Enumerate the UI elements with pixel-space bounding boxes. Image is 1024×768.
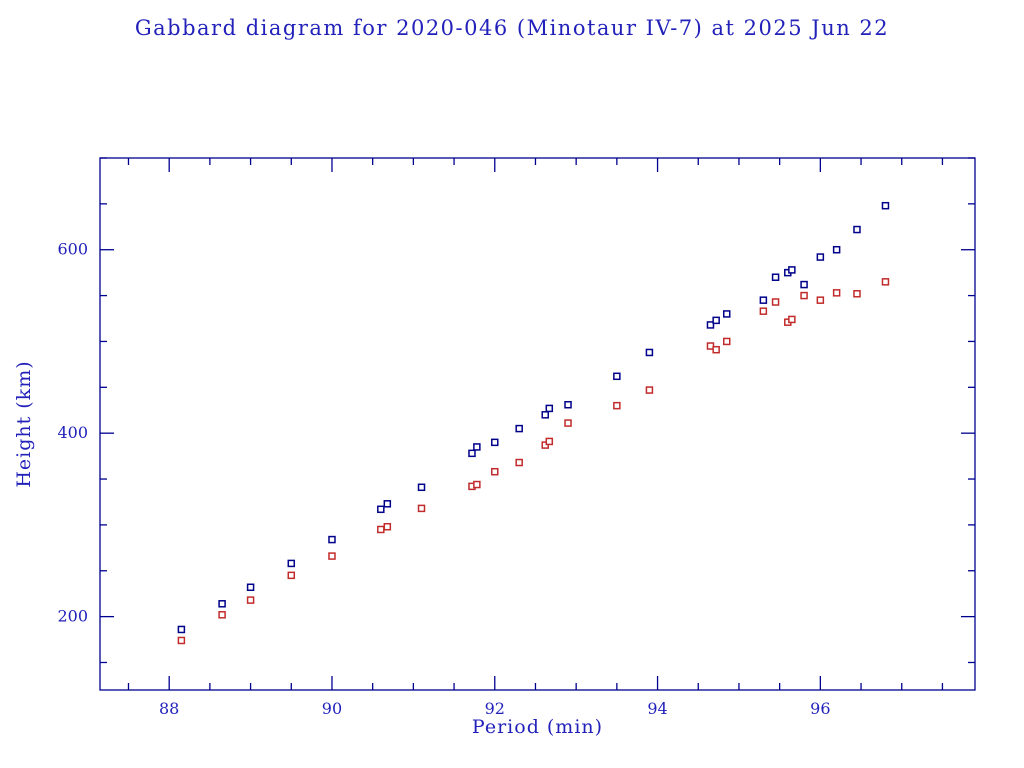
perigee-point xyxy=(788,315,796,324)
apogee-point xyxy=(613,372,621,381)
x-tick-label: 94 xyxy=(647,699,667,718)
perigee-point xyxy=(473,480,481,489)
apogee-point xyxy=(832,245,841,254)
x-tick-label: 92 xyxy=(485,699,505,718)
perigee-point xyxy=(515,458,523,467)
perigee-point xyxy=(491,467,499,476)
x-tick-label: 88 xyxy=(159,699,179,718)
apogee-point xyxy=(645,348,654,357)
x-axis-label: Period (min) xyxy=(471,716,604,738)
perigee-point xyxy=(800,291,808,300)
perigee-point xyxy=(246,596,255,604)
apogee-point xyxy=(287,559,296,568)
apogee-point xyxy=(491,438,499,447)
apogee-point xyxy=(712,316,720,325)
apogee-point xyxy=(218,600,226,608)
apogee-point xyxy=(246,583,255,592)
apogee-point xyxy=(177,625,186,634)
apogee-point xyxy=(468,449,476,458)
y-tick-label: 600 xyxy=(57,240,88,259)
x-tick-label: 90 xyxy=(322,699,342,718)
perigee-point xyxy=(218,611,226,619)
perigee-point xyxy=(613,401,621,410)
y-tick-label: 200 xyxy=(57,607,88,626)
chart-title: Gabbard diagram for 2020-046 (Minotaur I… xyxy=(134,16,890,40)
perigee-point xyxy=(177,636,186,645)
apogee-point xyxy=(853,225,861,234)
apogee-point xyxy=(377,505,385,514)
perigee-point xyxy=(881,278,890,286)
perigee-point xyxy=(564,419,572,427)
perigee-point xyxy=(853,290,861,298)
apogee-point xyxy=(328,535,336,544)
perigee-point xyxy=(287,571,296,580)
apogee-point xyxy=(515,424,523,433)
apogee-point xyxy=(771,273,780,281)
perigee-point xyxy=(759,307,768,315)
y-tick-label: 400 xyxy=(57,423,88,442)
perigee-point xyxy=(417,504,426,513)
apogee-point xyxy=(564,400,572,409)
apogee-point xyxy=(800,280,808,289)
plot-frame xyxy=(99,157,976,691)
perigee-point xyxy=(816,296,825,304)
y-axis-label-text: Height (km) xyxy=(13,360,35,488)
perigee-point xyxy=(722,337,731,346)
perigee-point xyxy=(545,437,554,446)
perigee-point xyxy=(771,298,780,306)
perigee-point xyxy=(383,522,392,531)
perigee-point xyxy=(832,289,841,297)
perigee-point xyxy=(377,525,385,534)
x-tick-label: 96 xyxy=(810,699,830,718)
apogee-point xyxy=(706,321,715,329)
apogee-point xyxy=(788,266,796,274)
apogee-point xyxy=(722,310,731,318)
apogee-point xyxy=(816,253,825,261)
apogee-point xyxy=(417,483,426,492)
perigee-point xyxy=(712,345,720,354)
apogee-point xyxy=(881,201,890,210)
apogee-point xyxy=(759,296,768,304)
apogee-point xyxy=(545,404,554,413)
apogee-point xyxy=(383,500,392,508)
perigee-point xyxy=(645,386,654,394)
apogee-point xyxy=(473,443,481,451)
perigee-point xyxy=(328,552,336,560)
apogee-point xyxy=(541,411,549,419)
